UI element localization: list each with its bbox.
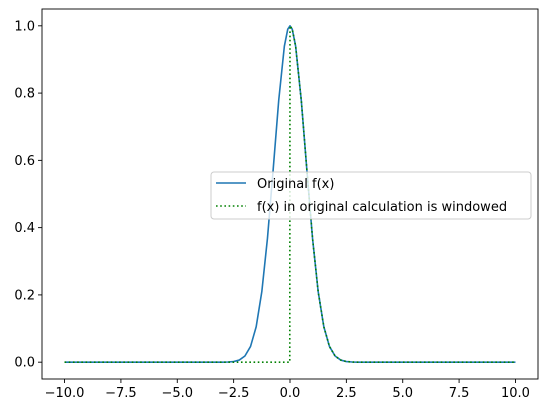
legend-label-windowed: f(x) in original calculation is windowed	[257, 200, 507, 215]
y-tick-label: 0.4	[14, 221, 35, 236]
axes-layer: −10.0 −7.5 −5.0 −2.5 0.0 2.5 5.0 7.5 10.0 0.0 0.2 0…	[14, 8, 539, 401]
legend-frame	[210, 171, 532, 220]
y-tick-label: 1.0	[14, 19, 35, 34]
x-tick-label: 7.5	[449, 386, 470, 401]
y-tick-label: 0.8	[14, 87, 35, 102]
x-tick-label: −2.5	[218, 386, 250, 401]
x-tick-label: 2.5	[336, 386, 357, 401]
x-tick-label: 10.0	[501, 386, 530, 401]
series-line-windowed-f-x	[64, 25, 516, 363]
x-tick-label: −10.0	[45, 386, 85, 401]
y-tick-label: 0.6	[14, 154, 35, 169]
x-tick-label: 5.0	[392, 386, 413, 401]
legend-label-original: Original f(x)	[257, 177, 334, 192]
legend: Original f(x) f(x) in original calculati…	[210, 171, 532, 220]
x-tick-label: −7.5	[105, 386, 137, 401]
y-tick-label: 0.0	[14, 356, 35, 371]
y-tick-label: 0.2	[14, 288, 35, 303]
x-tick-label: 0.0	[280, 386, 301, 401]
x-tick-label: −5.0	[161, 386, 193, 401]
series-layer	[64, 25, 516, 363]
